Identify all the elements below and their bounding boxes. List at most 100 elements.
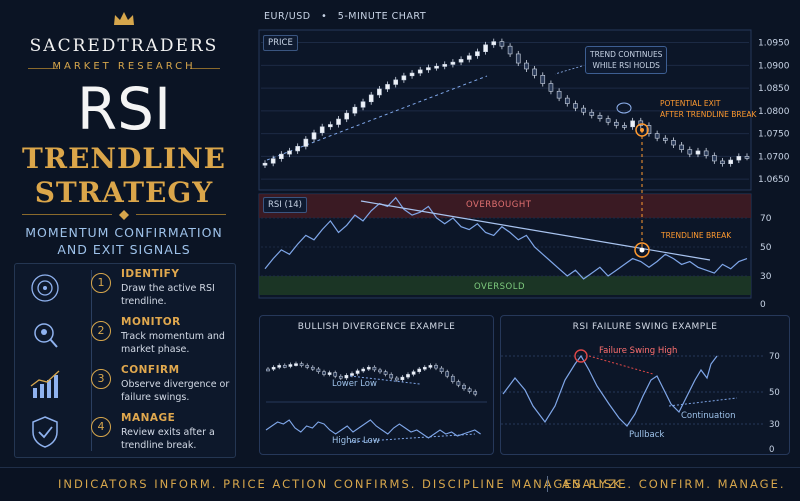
exit-note: POTENTIAL EXIT AFTER TRENDLINE BREAK: [660, 98, 756, 120]
candle-body: [417, 69, 423, 74]
candle-body: [426, 67, 431, 71]
divergence-candle-body: [383, 371, 388, 375]
divider: [22, 214, 112, 215]
exit-note-line-1: POTENTIAL EXIT: [660, 99, 721, 108]
failure-swing-label: Failure Swing High: [599, 346, 678, 356]
candle-body: [287, 150, 292, 155]
rsi-series-line: [264, 196, 748, 280]
step-confirm: 3 CONFIRM Observe divergence or failure …: [15, 360, 235, 408]
divergence-candle-body: [327, 372, 332, 375]
trend-note-line-1: TREND CONTINUES: [590, 50, 663, 59]
fs-tick-0: 0: [769, 445, 774, 454]
divider: [190, 68, 220, 69]
candle-body: [507, 45, 513, 55]
pair-label: EUR/USD: [264, 11, 311, 22]
title-word-trendline: TRENDLINE: [21, 142, 227, 175]
divergence-candle-body: [434, 365, 438, 369]
candle-body: [434, 65, 439, 69]
candle-body: [336, 118, 341, 125]
fs-tick-50: 50: [769, 388, 780, 398]
divergence-candle-body: [361, 368, 366, 372]
exit-note-line-2: AFTER TRENDLINE BREAK: [660, 110, 757, 119]
footer-divider: [547, 476, 548, 492]
divergence-candle-body: [305, 365, 310, 368]
candle-body: [646, 125, 652, 134]
candle-body: [352, 106, 358, 114]
candle-body: [393, 79, 399, 85]
candle-body: [368, 94, 374, 103]
candle-body: [720, 160, 725, 164]
failure-swing-title: RSI FAILURE SWING EXAMPLE: [572, 322, 718, 332]
candle-body: [262, 162, 268, 166]
candle-body: [548, 83, 554, 92]
candle-body: [450, 61, 456, 65]
failure-swing-arrow: [588, 355, 654, 375]
trend-note-line-2: WHILE RSI HOLDS: [592, 61, 660, 70]
divergence-candle-body: [271, 366, 276, 370]
target-icon: [31, 274, 59, 302]
continuation-label: Continuation: [681, 411, 736, 421]
divergence-candle-body: [428, 365, 433, 368]
price-grid: [261, 42, 749, 180]
lower-low-label: Lower Low: [332, 379, 377, 389]
candle-body: [687, 149, 693, 155]
divergence-candle-body: [400, 376, 405, 381]
step-monitor: 2 MONITOR Track momentum and market phas…: [15, 312, 235, 360]
divergence-candle-body: [344, 375, 349, 379]
divergence-candle-body: [294, 363, 298, 366]
candle-body: [695, 150, 701, 155]
candle-body: [654, 133, 660, 139]
divergence-candle-body: [299, 363, 304, 366]
timeframe-label: 5-MINUTE CHART: [337, 11, 427, 22]
divergence-candle-body: [394, 377, 399, 381]
crown-icon: [114, 12, 134, 25]
candle-body: [499, 41, 505, 47]
divergence-candle-body: [310, 366, 315, 370]
brand-name: SACREDTRADERS: [29, 36, 219, 56]
steps-divider: [91, 270, 92, 451]
candle-body: [515, 53, 521, 64]
candle-body: [597, 115, 603, 119]
divergence-candle-body: [456, 381, 461, 386]
candle-body: [728, 159, 733, 164]
steps-box: 1 IDENTIFY Draw the active RSI trendline…: [14, 263, 236, 458]
divergence-candle-body: [338, 375, 343, 379]
divergence-candle-body: [372, 366, 377, 371]
divergence-candle-body: [467, 388, 472, 392]
oversold-zone: [259, 276, 751, 295]
candle-body: [630, 120, 635, 128]
candle-body: [532, 68, 537, 76]
candle-body: [638, 120, 644, 126]
price-tick-label: 1.0650: [758, 175, 790, 185]
candle-body: [703, 150, 709, 156]
step-number: 4: [91, 417, 111, 437]
pullback-label: Pullback: [629, 430, 665, 440]
candle-body: [605, 118, 611, 123]
divergence-panel: BULLISH DIVERGENCE EXAMPLE Lower Low Hig…: [259, 315, 494, 455]
candle-body: [466, 55, 472, 60]
divergence-candle-body: [266, 368, 270, 372]
bar-chart-icon: [30, 370, 60, 398]
step-description: Review exits after a trendline break.: [121, 427, 215, 451]
candle-body: [409, 72, 415, 77]
candle-body: [524, 62, 529, 70]
candle-body: [328, 124, 333, 128]
diamond-icon: [119, 210, 129, 220]
divider: [136, 214, 226, 215]
step-description: Draw the active RSI trendline.: [121, 283, 215, 307]
footer-motto: ANALYZE. CONFIRM. MANAGE.: [562, 477, 786, 491]
step-title: IDENTIFY: [121, 268, 180, 280]
step-manage: 4 MANAGE Review exits after a trendline …: [15, 408, 235, 456]
footer: INDICATORS INFORM. PRICE ACTION CONFIRMS…: [0, 467, 800, 501]
page-title-trendline: TRENDLINE STRATEGY: [0, 142, 248, 210]
oversold-label: OVERSOLD: [474, 282, 525, 292]
candle-body: [712, 155, 717, 162]
divergence-candle-body: [350, 373, 354, 376]
page-subtitle: MOMENTUM CONFIRMATION AND EXIT SIGNALS: [0, 224, 248, 258]
higher-low-arrow: [349, 433, 476, 443]
price-tick-label: 1.0750: [758, 130, 790, 140]
price-tick-label: 1.0700: [758, 152, 790, 162]
step-number: 2: [91, 321, 111, 341]
candle-body: [613, 121, 619, 126]
chart-header: EUR/USD • 5-MINUTE CHART: [264, 11, 426, 22]
